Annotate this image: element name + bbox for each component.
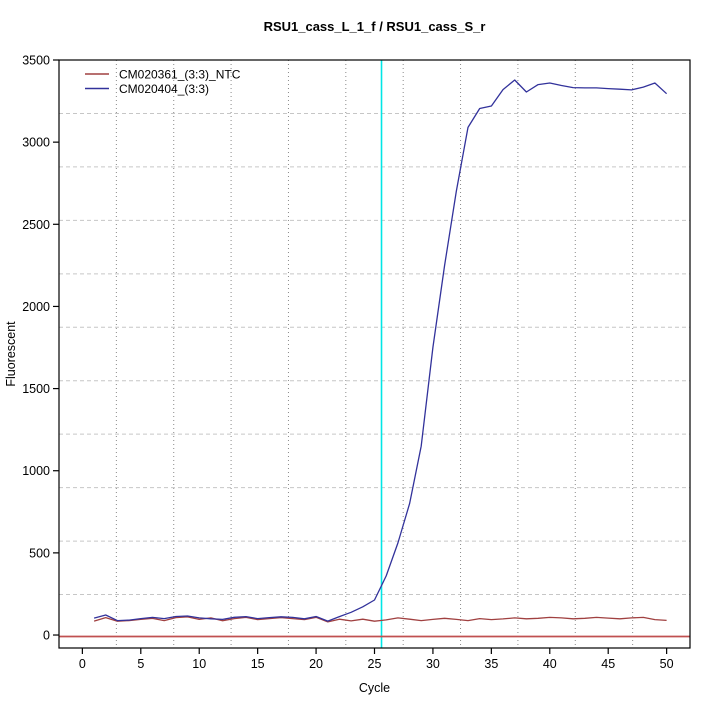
- legend-label-sample: CM020404_(3:3): [119, 82, 209, 96]
- legend-label-ntc: CM020361_(3:3)_NTC: [119, 68, 241, 82]
- y-tick-label: 3000: [22, 136, 50, 150]
- x-tick-label: 0: [79, 657, 86, 671]
- grid-lines: [59, 60, 690, 648]
- legend: CM020361_(3:3)_NTC CM020404_(3:3): [85, 68, 241, 96]
- y-tick-label: 2000: [22, 300, 50, 314]
- x-tick-label: 20: [309, 657, 323, 671]
- x-tick-label: 40: [543, 657, 557, 671]
- y-axis-title: Fluorescent: [4, 321, 18, 387]
- y-tick-label: 1500: [22, 382, 50, 396]
- x-tick-label: 15: [251, 657, 265, 671]
- y-tick-label: 0: [43, 629, 50, 643]
- y-tick-label: 3500: [22, 54, 50, 68]
- marker-lines: [59, 60, 690, 648]
- x-tick-label: 5: [137, 657, 144, 671]
- y-tick-label: 2500: [22, 218, 50, 232]
- y-tick-label: 500: [29, 546, 50, 560]
- plot-border: [58, 59, 691, 649]
- x-tick-label: 35: [484, 657, 498, 671]
- axes-and-ticks: 0 5 10 15 20 25 30 35 40 45 5005001000150020002500…: [22, 54, 673, 672]
- x-tick-label: 10: [192, 657, 206, 671]
- y-tick-label: 1000: [22, 464, 50, 478]
- series-line-cm020361-3-3-ntc: [93, 616, 667, 623]
- x-tick-label: 30: [426, 657, 440, 671]
- data-series: [93, 79, 668, 623]
- x-tick-label: 50: [660, 657, 674, 671]
- x-tick-label: 25: [368, 657, 382, 671]
- chart-title: RSU1_cass_L_1_f / RSU1_cass_S_r: [264, 19, 486, 34]
- x-tick-label: 45: [601, 657, 615, 671]
- series-line-cm020404-3-3-: [93, 79, 668, 622]
- x-axis-title: Cycle: [359, 681, 390, 695]
